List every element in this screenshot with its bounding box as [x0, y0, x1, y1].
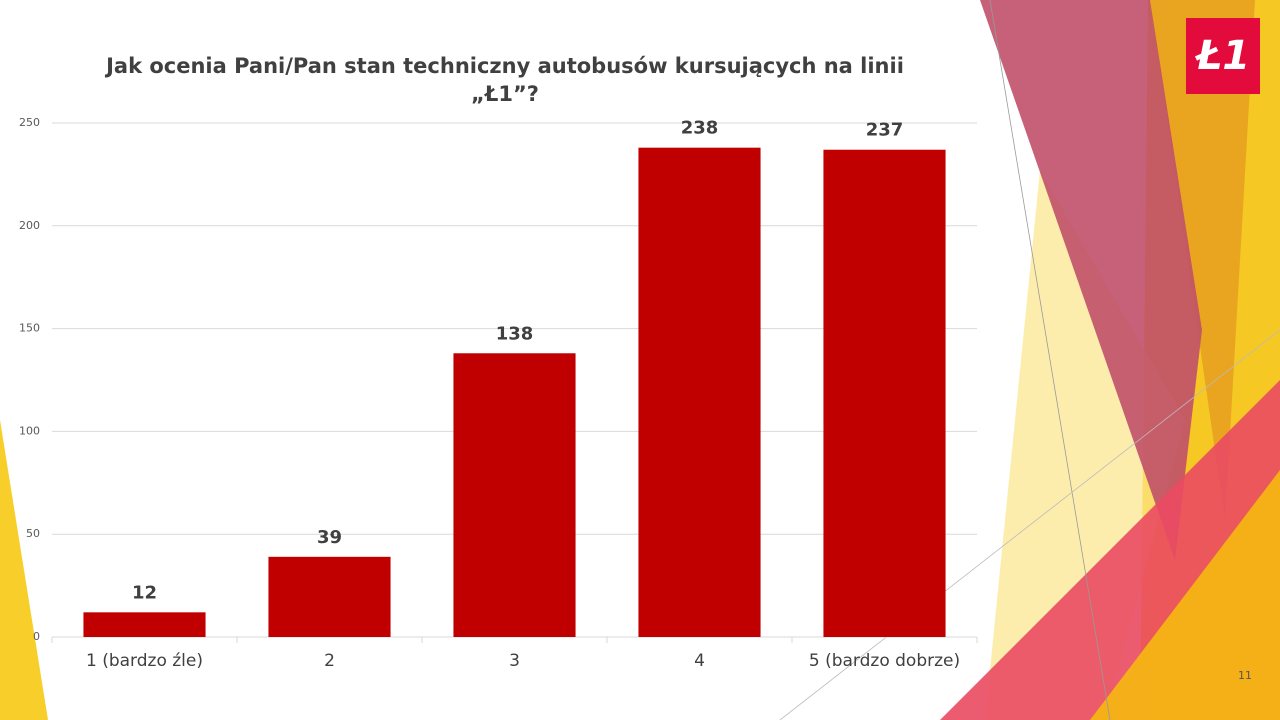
value-label: 237 — [866, 120, 904, 141]
bar — [83, 612, 206, 637]
chart-title: Jak ocenia Pani/Pan stan techniczny auto… — [106, 54, 904, 106]
value-label: 138 — [496, 323, 534, 344]
bar — [823, 149, 946, 637]
value-label: 238 — [681, 118, 719, 139]
y-tick-label: 200 — [19, 219, 40, 232]
x-tick-label: 5 (bardzo dobrze) — [809, 651, 960, 671]
value-label: 12 — [132, 582, 157, 603]
y-tick-label: 50 — [26, 527, 40, 540]
slide-number: 11 — [1238, 669, 1252, 682]
y-tick-label: 0 — [33, 630, 40, 643]
y-tick-label: 150 — [19, 322, 40, 335]
bar — [638, 147, 761, 637]
y-tick-label: 100 — [19, 424, 40, 437]
x-tick-label: 2 — [324, 651, 335, 671]
bar — [268, 556, 391, 637]
x-tick-label: 4 — [694, 651, 705, 671]
x-tick-label: 1 (bardzo źle) — [86, 651, 203, 671]
y-tick-label: 250 — [19, 116, 40, 129]
value-label: 39 — [317, 527, 342, 548]
bar — [453, 353, 576, 637]
logo: Ł1 — [1195, 33, 1250, 79]
x-tick-label: 3 — [509, 651, 520, 671]
